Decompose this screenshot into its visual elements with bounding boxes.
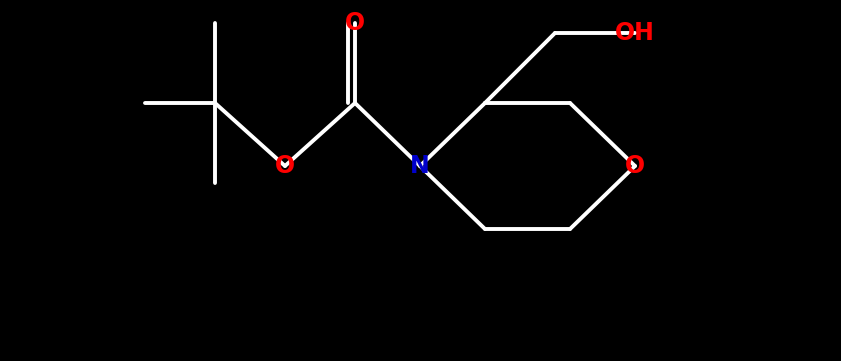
Text: O: O	[275, 154, 295, 178]
Text: N: N	[410, 154, 430, 178]
Text: O: O	[345, 11, 365, 35]
Text: OH: OH	[615, 21, 655, 45]
Text: O: O	[625, 154, 645, 178]
